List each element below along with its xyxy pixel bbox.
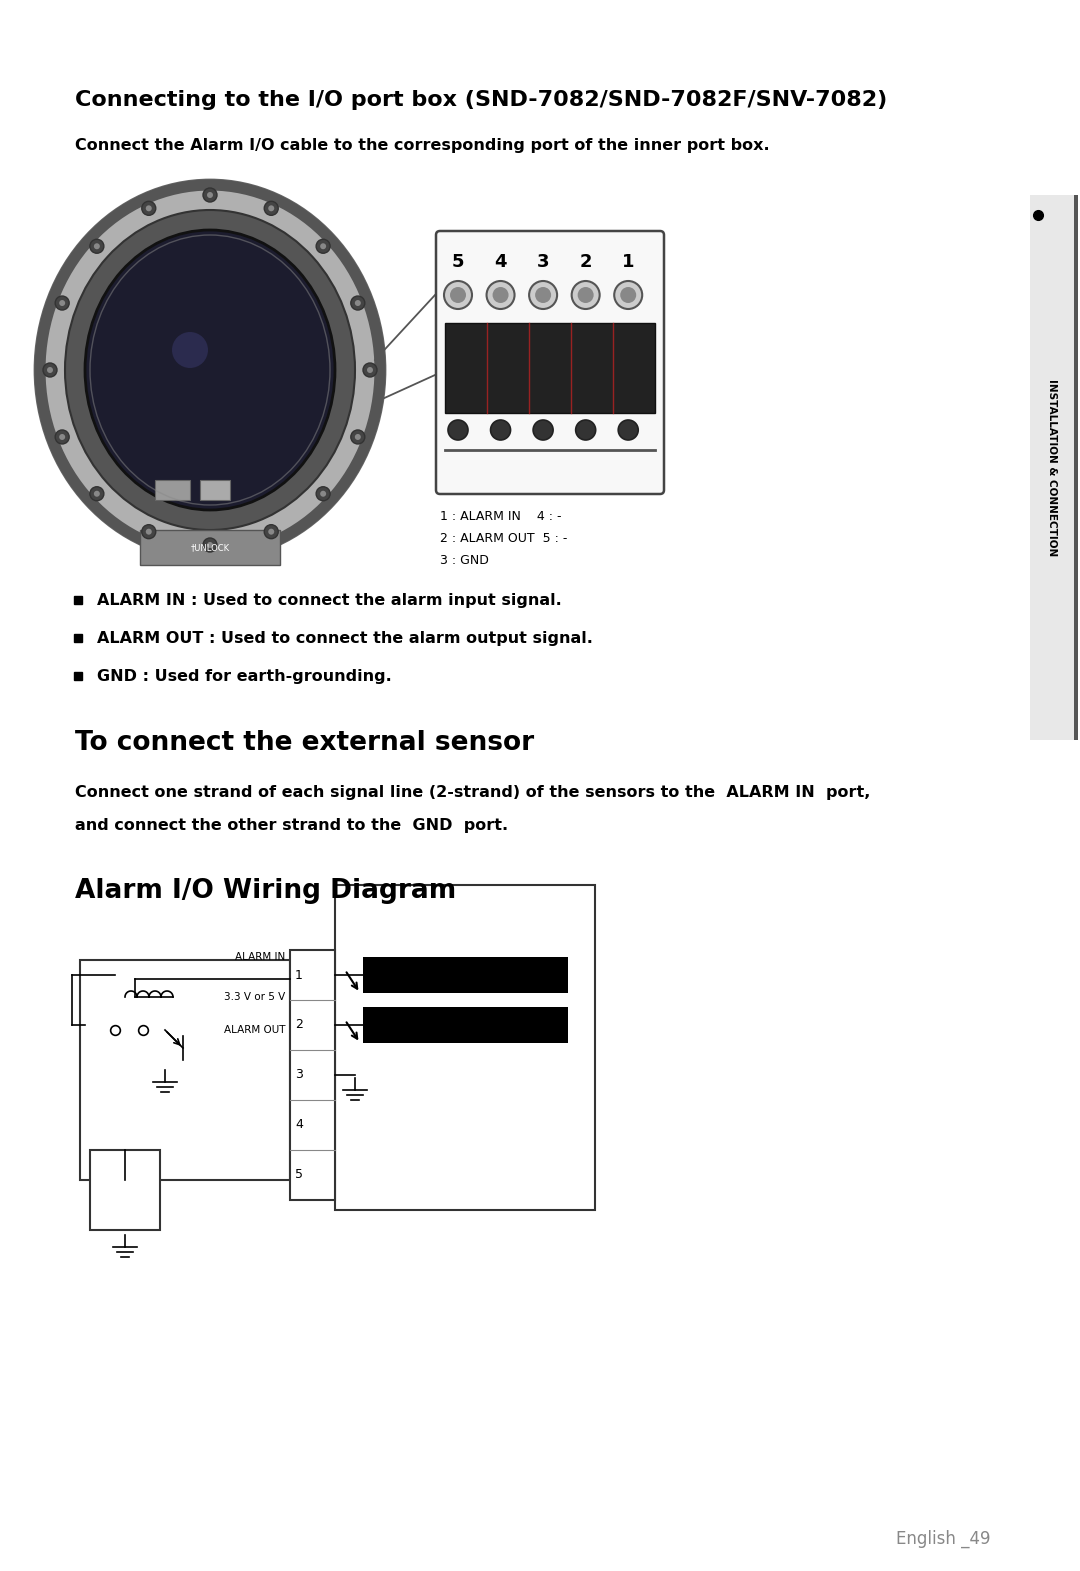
Circle shape [571, 281, 599, 309]
Ellipse shape [85, 229, 335, 511]
Circle shape [141, 525, 156, 539]
Circle shape [59, 434, 65, 440]
Circle shape [448, 419, 468, 440]
Bar [90, 1150, 160, 1230]
Circle shape [94, 490, 99, 496]
Text: and connect the other strand to the  GND  port.: and connect the other strand to the GND … [75, 818, 508, 833]
Circle shape [578, 287, 594, 303]
Circle shape [490, 419, 511, 440]
Text: 4: 4 [295, 1119, 302, 1131]
Circle shape [268, 206, 274, 212]
Text: ALARM OUT: ALARM OUT [224, 1024, 285, 1035]
Circle shape [618, 419, 638, 440]
Circle shape [203, 189, 217, 203]
Circle shape [265, 525, 279, 539]
Bar [291, 950, 335, 1200]
Circle shape [146, 529, 152, 534]
Circle shape [90, 239, 104, 253]
Circle shape [48, 368, 53, 372]
Text: 4: 4 [495, 253, 507, 272]
Circle shape [207, 192, 213, 198]
Bar [363, 1007, 568, 1043]
Text: 3: 3 [537, 253, 550, 272]
Text: 3: 3 [295, 1068, 302, 1081]
Circle shape [535, 287, 551, 303]
Bar [335, 884, 595, 1210]
Text: 1: 1 [295, 968, 302, 982]
Text: Connecting to the I/O port box (SND-7082/SND-7082F/SNV-7082): Connecting to the I/O port box (SND-7082… [75, 90, 888, 110]
Circle shape [576, 419, 596, 440]
Circle shape [320, 244, 326, 250]
Text: To connect the external sensor: To connect the external sensor [75, 731, 535, 756]
Ellipse shape [65, 211, 355, 529]
Text: Connect the Alarm I/O cable to the corresponding port of the inner port box.: Connect the Alarm I/O cable to the corre… [75, 138, 770, 152]
Text: ALARM OUT : Used to connect the alarm output signal.: ALARM OUT : Used to connect the alarm ou… [97, 630, 593, 646]
Text: English _49: English _49 [895, 1530, 990, 1547]
Text: 2: 2 [295, 1018, 302, 1032]
Circle shape [90, 487, 104, 501]
Circle shape [534, 419, 553, 440]
Circle shape [207, 542, 213, 548]
Bar [200, 481, 230, 500]
Circle shape [367, 368, 373, 372]
FancyBboxPatch shape [436, 231, 664, 493]
Circle shape [355, 300, 361, 306]
Text: 2 : ALARM OUT  5 : -: 2 : ALARM OUT 5 : - [440, 533, 567, 545]
Circle shape [320, 490, 326, 496]
Bar [445, 324, 654, 413]
Circle shape [55, 430, 69, 445]
Text: 2: 2 [579, 253, 592, 272]
Text: GND : Used for earth-grounding.: GND : Used for earth-grounding. [97, 669, 392, 683]
Circle shape [351, 430, 365, 445]
Circle shape [268, 529, 274, 534]
Bar [140, 529, 280, 566]
Circle shape [620, 287, 636, 303]
Circle shape [355, 434, 361, 440]
Circle shape [529, 281, 557, 309]
Text: ALARM IN : Used to connect the alarm input signal.: ALARM IN : Used to connect the alarm inp… [97, 592, 562, 608]
Circle shape [363, 363, 377, 377]
Circle shape [146, 206, 152, 212]
Circle shape [351, 295, 365, 309]
Text: ALARM IN: ALARM IN [234, 952, 285, 961]
Circle shape [59, 300, 65, 306]
Circle shape [43, 363, 57, 377]
Text: INSTALLATION & CONNECTION: INSTALLATION & CONNECTION [1047, 379, 1057, 556]
Circle shape [487, 281, 514, 309]
Text: Alarm I/O Wiring Diagram: Alarm I/O Wiring Diagram [75, 878, 456, 903]
Text: Connect one strand of each signal line (2-strand) of the sensors to the  ALARM I: Connect one strand of each signal line (… [75, 786, 870, 800]
Circle shape [94, 244, 99, 250]
Text: 3 : GND: 3 : GND [440, 555, 489, 567]
Text: 1 : ALARM IN    4 : -: 1 : ALARM IN 4 : - [440, 511, 562, 523]
Circle shape [615, 281, 643, 309]
Text: †UNLOCK: †UNLOCK [190, 544, 230, 553]
Circle shape [141, 201, 156, 215]
Circle shape [265, 201, 279, 215]
Circle shape [444, 281, 472, 309]
Text: 1: 1 [622, 253, 634, 272]
Bar [363, 957, 568, 993]
Bar [1030, 195, 1078, 740]
Bar [156, 481, 190, 500]
Text: 3.3 V or 5 V: 3.3 V or 5 V [224, 991, 285, 1002]
Bar [1074, 195, 1078, 740]
Text: 5: 5 [451, 253, 464, 272]
Circle shape [55, 295, 69, 309]
Bar [80, 960, 291, 1180]
Circle shape [450, 287, 465, 303]
Ellipse shape [35, 181, 384, 559]
Circle shape [316, 239, 330, 253]
Text: 5: 5 [295, 1169, 303, 1181]
Circle shape [492, 287, 509, 303]
Circle shape [203, 537, 217, 551]
Circle shape [316, 487, 330, 501]
Circle shape [172, 331, 208, 368]
